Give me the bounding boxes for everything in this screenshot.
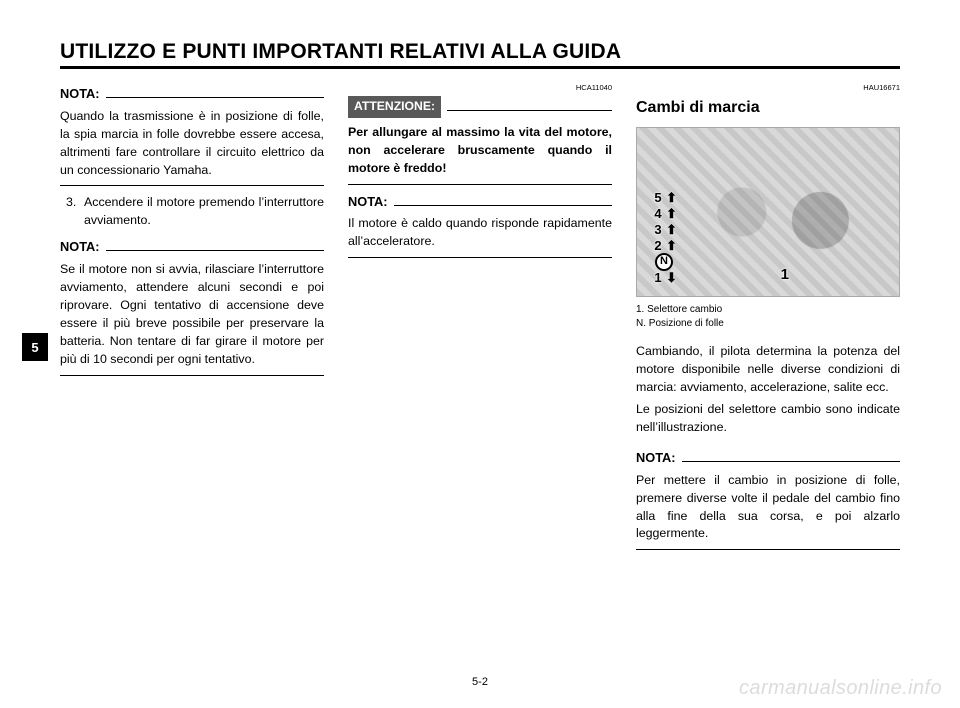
nota-heading: NOTA: [348, 193, 612, 212]
caption-line-2: N. Posizione di folle [636, 317, 900, 331]
section-rule [60, 375, 324, 376]
page-title: UTILIZZO E PUNTI IMPORTANTI RELATIVI ALL… [60, 40, 621, 64]
chapter-tab: 5 [22, 333, 48, 361]
ref-code: HAU16671 [636, 83, 900, 94]
nota-rule [394, 196, 612, 206]
step-number: 3. [66, 194, 84, 230]
nota-text: Il motore è caldo quando risponde rapida… [348, 215, 612, 251]
nota-heading: NOTA: [636, 449, 900, 468]
column-left: NOTA: Quando la trasmissione è in posizi… [60, 83, 324, 558]
page-title-row: UTILIZZO E PUNTI IMPORTANTI RELATIVI ALL… [60, 40, 900, 64]
nota-rule [106, 241, 324, 251]
ref-code: HCA11040 [348, 83, 612, 94]
nota-label: NOTA: [60, 85, 100, 104]
section-rule [636, 549, 900, 550]
title-underline [60, 66, 900, 69]
attention-heading: ATTENZIONE: [348, 96, 612, 118]
caption-line-1: 1. Selettore cambio [636, 303, 900, 317]
section-rule [348, 184, 612, 185]
figure-caption: 1. Selettore cambio N. Posizione di foll… [636, 303, 900, 331]
attention-label: ATTENZIONE: [348, 96, 441, 118]
gear-indicator-overlay: 5⬆ 4⬆ 3⬆ 2⬆ N 1⬇ [651, 190, 677, 286]
section-rule [348, 257, 612, 258]
attention-rule [447, 103, 612, 111]
step-text: Accendere il motore premendo l’interrutt… [84, 194, 324, 230]
nota-label: NOTA: [348, 193, 388, 212]
body-paragraph: Le posizioni del selettore cambio sono i… [636, 401, 900, 437]
nota-text: Quando la trasmissione è in posizione di… [60, 108, 324, 180]
arrow-up-icon: ⬆ [666, 237, 677, 256]
column-middle: HCA11040 ATTENZIONE: Per allungare al ma… [348, 83, 612, 558]
nota-label: NOTA: [60, 238, 100, 257]
column-right: HAU16671 Cambi di marcia 5⬆ 4⬆ 3⬆ 2⬆ N 1… [636, 83, 900, 558]
manual-page: 5 UTILIZZO E PUNTI IMPORTANTI RELATIVI A… [0, 0, 960, 708]
gear-1: 1 [651, 269, 665, 288]
step-3: 3. Accendere il motore premendo l’interr… [66, 194, 324, 230]
nota-text: Per mettere il cambio in posizione di fo… [636, 472, 900, 544]
nota-heading: NOTA: [60, 85, 324, 104]
body-paragraph: Cambiando, il pilota determina la potenz… [636, 343, 900, 397]
section-heading: Cambi di marcia [636, 96, 900, 119]
arrow-down-icon: ⬇ [666, 269, 677, 288]
nota-rule [106, 88, 324, 98]
watermark: carmanualsonline.info [739, 677, 942, 700]
nota-rule [682, 452, 900, 462]
figure-callout-1: 1 [781, 264, 789, 286]
nota-label: NOTA: [636, 449, 676, 468]
nota-text: Se il motore non si avvia, rilasciare l’… [60, 261, 324, 369]
content-columns: NOTA: Quando la trasmissione è in posizi… [60, 83, 900, 558]
gear-shift-figure: 5⬆ 4⬆ 3⬆ 2⬆ N 1⬇ 1 [636, 127, 900, 297]
section-rule [60, 185, 324, 186]
attention-text: Per allungare al massimo la vita del mot… [348, 124, 612, 178]
nota-heading: NOTA: [60, 238, 324, 257]
